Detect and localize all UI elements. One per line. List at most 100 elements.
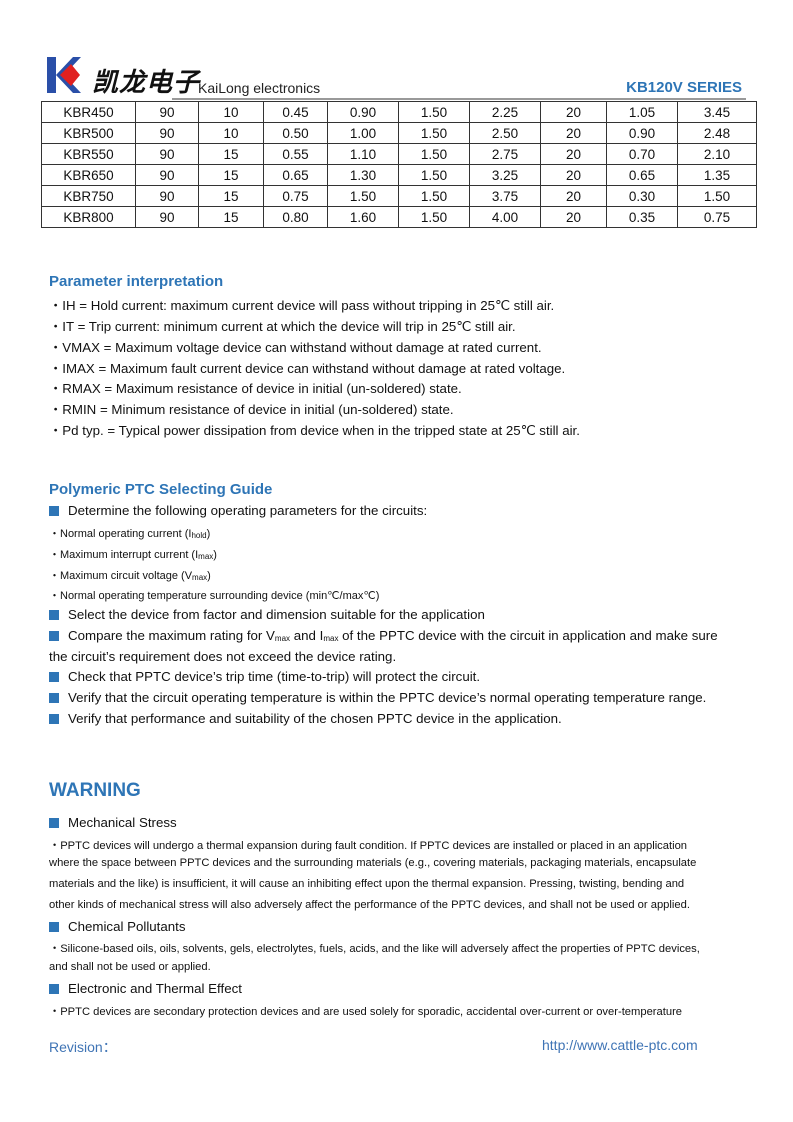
table-cell: 0.35 [606, 206, 678, 228]
header-rule [172, 98, 746, 100]
table-cell: 1.50 [398, 101, 470, 123]
subscript: max [192, 573, 208, 582]
subscript: max [198, 552, 214, 561]
table-cell: 90 [135, 164, 199, 186]
warning-subheading: Chemical Pollutants [49, 919, 186, 934]
table-cell: 2.10 [677, 143, 757, 165]
table-cell: 1.30 [327, 164, 399, 186]
square-bullet-icon [49, 672, 59, 682]
table-cell: 10 [198, 122, 264, 144]
guide-step: Verify that the circuit operating temper… [49, 690, 706, 705]
warning-subheading: Mechanical Stress [49, 815, 177, 830]
param-item: ・RMAX = Maximum resistance of device in … [49, 381, 462, 396]
footer-revision: Revision： [49, 1039, 117, 1055]
table-cell: 3.25 [469, 164, 541, 186]
square-bullet-icon [49, 818, 59, 828]
table-cell: 0.45 [263, 101, 328, 123]
spec-table: KBR450 90 10 0.45 0.90 1.50 2.25 20 1.05 3.45 KBR5… [41, 101, 757, 228]
param-item: ・IT = Trip current: minimum current at w… [49, 319, 516, 334]
table-row: KBR550 90 15 0.55 1.10 1.50 2.75 20 0.70 2.10 [41, 143, 757, 165]
param-item: ・IMAX = Maximum fault current device can… [49, 361, 566, 376]
brand-name: KaiLong electronics [198, 80, 321, 96]
guide-sub-item: ・Normal operating current (Ihold) [49, 525, 210, 541]
param-item: ・RMIN = Minimum resistance of device in … [49, 402, 454, 417]
table-cell: 0.55 [263, 143, 328, 165]
table-cell: 0.65 [606, 164, 678, 186]
table-cell: 90 [135, 122, 199, 144]
square-bullet-icon [49, 984, 59, 994]
table-cell: 1.05 [606, 101, 678, 123]
table-cell: 1.50 [677, 185, 757, 207]
table-cell: 3.75 [469, 185, 541, 207]
table-cell: 0.65 [263, 164, 328, 186]
table-cell: 0.80 [263, 206, 328, 228]
guide-sub-item: ・Normal operating temperature surroundin… [49, 590, 380, 602]
square-bullet-icon [49, 714, 59, 724]
table-cell: 20 [540, 101, 607, 123]
guide-sub-item: ・Maximum interrupt current (Imax) [49, 546, 217, 562]
table-row: KBR800 90 15 0.80 1.60 1.50 4.00 20 0.35 0.75 [41, 206, 757, 228]
series-title: KB120V SERIES [626, 79, 742, 96]
warning-subheading: Electronic and Thermal Effect [49, 981, 242, 996]
warning-line: ・PPTC devices are secondary protection d… [49, 1006, 683, 1018]
param-item: ・IH = Hold current: maximum current devi… [49, 298, 555, 313]
table-cell: KBR750 [41, 185, 136, 207]
guide-step: Determine the following operating parame… [49, 503, 427, 518]
table-cell: 0.30 [606, 185, 678, 207]
table-cell: 15 [198, 185, 264, 207]
table-cell: 20 [540, 122, 607, 144]
step-text: Verify that performance and suitability … [68, 711, 562, 726]
logo-chinese-text: 凯龙电子 [92, 68, 201, 98]
table-cell: KBR800 [41, 206, 136, 228]
subscript: max [274, 634, 291, 643]
table-cell: 15 [198, 206, 264, 228]
params-heading: Parameter interpretation [49, 273, 224, 290]
param-item: ・Pd typ. = Typical power dissipation fro… [49, 423, 580, 438]
table-cell: 1.50 [398, 143, 470, 165]
table-row: KBR650 90 15 0.65 1.30 1.50 3.25 20 0.65 1.35 [41, 164, 757, 186]
table-cell: 2.48 [677, 122, 757, 144]
table-cell: 3.45 [677, 101, 757, 123]
table-cell: 0.50 [263, 122, 328, 144]
warning-line: materials and the like) is insufficient,… [49, 878, 685, 890]
company-logo [47, 57, 81, 93]
table-cell: 20 [540, 206, 607, 228]
table-cell: 1.35 [677, 164, 757, 186]
table-cell: 10 [198, 101, 264, 123]
table-cell: 20 [540, 164, 607, 186]
table-cell: 4.00 [469, 206, 541, 228]
table-cell: 20 [540, 185, 607, 207]
guide-step: Check that PPTC device’s trip time (time… [49, 669, 480, 684]
table-cell: KBR650 [41, 164, 136, 186]
step-text: of the PPTC device with the circuit in a… [338, 628, 718, 643]
guide-step-continued: the circuit’s requirement does not excee… [49, 649, 397, 664]
guide-sub-item: ・Maximum circuit voltage (Vmax) [49, 567, 211, 583]
table-cell: 90 [135, 143, 199, 165]
sub-text: ) [206, 528, 211, 540]
footer-url-link[interactable]: http://www.cattle-ptc.com [542, 1037, 698, 1053]
sub-text: ・Normal operating current (I [49, 528, 192, 540]
warning-line: ・Silicone-based oils, oils, solvents, ge… [49, 943, 700, 955]
step-text: Compare the maximum rating for V [68, 628, 275, 643]
sub-text: ) [213, 549, 217, 561]
step-text: and I [290, 628, 324, 643]
table-cell: 1.50 [398, 206, 470, 228]
table-row: KBR500 90 10 0.50 1.00 1.50 2.50 20 0.90 2.48 [41, 122, 757, 144]
warning-line: other kinds of mechanical stress will al… [49, 899, 690, 911]
table-row: KBR750 90 15 0.75 1.50 1.50 3.75 20 0.30 1.50 [41, 185, 757, 207]
table-cell: 15 [198, 143, 264, 165]
sub-text: ・Maximum circuit voltage (V [49, 570, 193, 582]
guide-step: Select the device from factor and dimens… [49, 607, 485, 622]
sub-text: ・Maximum interrupt current (I [49, 549, 199, 561]
sub-text: ) [207, 570, 211, 582]
square-bullet-icon [49, 610, 59, 620]
step-text: Verify that the circuit operating temper… [68, 690, 707, 705]
table-cell: 2.75 [469, 143, 541, 165]
warning-line: where the space between PPTC devices and… [49, 857, 697, 869]
subscript: hold [191, 531, 207, 540]
table-cell: 0.90 [327, 101, 399, 123]
square-bullet-icon [49, 506, 59, 516]
subheading-text: Chemical Pollutants [68, 919, 186, 934]
warning-line: and shall not be used or applied. [49, 961, 211, 973]
